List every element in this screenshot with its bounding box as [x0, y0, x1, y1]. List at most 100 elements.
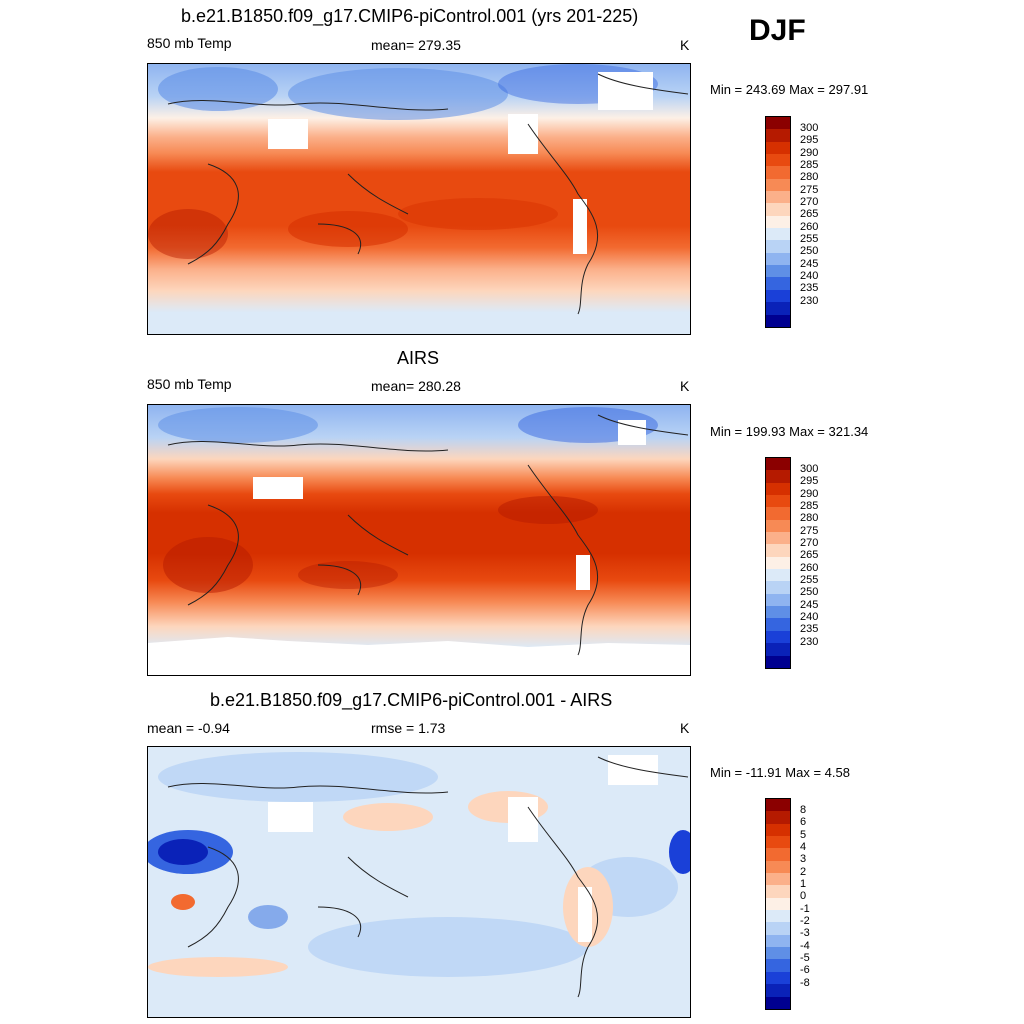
- panel-1-colorbar: [765, 116, 791, 328]
- colorbar-box: [766, 971, 790, 985]
- panel-1-map-plot: [148, 64, 690, 334]
- cb1-tick: 250: [800, 245, 819, 258]
- cb1-tick: 235: [800, 282, 819, 295]
- colorbar-box: [766, 507, 790, 520]
- colorbar-box: [766, 897, 790, 911]
- colorbar-box: [766, 277, 790, 290]
- cb1-tick: 245: [800, 257, 819, 270]
- cb1-tick: 265: [800, 208, 819, 221]
- colorbar-box: [766, 799, 790, 812]
- colorbar-box: [766, 556, 790, 570]
- colorbar-box: [766, 593, 790, 607]
- cb3-tick: 0: [800, 890, 807, 903]
- colorbar-box: [766, 129, 790, 142]
- cb3-tick: 5: [800, 828, 807, 841]
- colorbar-box: [766, 996, 790, 1009]
- panel-2-colorbar: [765, 457, 791, 669]
- cb1-tick: 295: [800, 134, 819, 147]
- cb1-tick: 230: [800, 294, 819, 307]
- cb1-tick: 280: [800, 171, 819, 184]
- colorbar-box: [766, 984, 790, 997]
- panel-1-mean-label: mean= 279.35: [371, 37, 461, 53]
- colorbar-box: [766, 289, 790, 303]
- panel-1-minmax: Min = 243.69 Max = 297.91: [710, 82, 869, 97]
- cb3-tick: -5: [800, 952, 810, 965]
- cb3-tick: -6: [800, 964, 810, 977]
- colorbar-box: [766, 823, 790, 837]
- panel-3-title: b.e21.B1850.f09_g17.CMIP6-piControl.001 …: [210, 690, 613, 710]
- colorbar-box: [766, 191, 790, 204]
- cb1-tick: 285: [800, 158, 819, 171]
- colorbar-box: [766, 532, 790, 545]
- cb1-tick: 290: [800, 146, 819, 159]
- cb2-tick: 245: [800, 598, 819, 611]
- colorbar-box: [766, 117, 790, 130]
- cb2-tick: 250: [800, 586, 819, 599]
- panel-2-minmax: Min = 199.93 Max = 321.34: [710, 424, 869, 439]
- cb2-tick: 270: [800, 536, 819, 549]
- cb2-tick: 240: [800, 611, 819, 624]
- panel-2-colorbar-boxes: [766, 458, 790, 668]
- colorbar-box: [766, 922, 790, 935]
- cb3-tick: 1: [800, 877, 807, 890]
- season-label: DJF: [749, 14, 806, 47]
- colorbar-box: [766, 860, 790, 874]
- cb3-tick: 2: [800, 865, 807, 878]
- cb3-tick: 8: [800, 803, 807, 816]
- panel-2-title: AIRS: [397, 348, 440, 368]
- cb2-tick: 290: [800, 487, 819, 500]
- panel-3-minmax: Min = -11.91 Max = 4.58: [710, 765, 850, 780]
- cb2-tick: 235: [800, 623, 819, 636]
- cb2-tick: 255: [800, 574, 819, 587]
- colorbar-box: [766, 643, 790, 656]
- colorbar-box: [766, 302, 790, 315]
- colorbar-box: [766, 154, 790, 167]
- cb2-tick: 275: [800, 524, 819, 537]
- panel-1-colorbar-boxes: [766, 117, 790, 327]
- panel-2-map-plot: [148, 405, 690, 675]
- cb1-tick: 255: [800, 233, 819, 246]
- colorbar-box: [766, 252, 790, 266]
- panel-2-mean-label: mean= 280.28: [371, 378, 461, 394]
- colorbar-box: [766, 265, 790, 278]
- colorbar-box: [766, 836, 790, 849]
- colorbar-box: [766, 655, 790, 668]
- panel-3-colorbar: [765, 798, 791, 1010]
- cb3-tick: 3: [800, 853, 807, 866]
- colorbar-box: [766, 618, 790, 631]
- panel-3-colorbar-boxes: [766, 799, 790, 1009]
- colorbar-box: [766, 178, 790, 192]
- colorbar-box: [766, 910, 790, 923]
- colorbar-box: [766, 581, 790, 594]
- cb2-tick: 285: [800, 499, 819, 512]
- colorbar-box: [766, 873, 790, 886]
- cb2-tick: 280: [800, 512, 819, 525]
- panel-3-rmse-label: rmse = 1.73: [371, 720, 446, 736]
- cb3-tick: -3: [800, 927, 810, 940]
- cb2-tick: 260: [800, 561, 819, 574]
- colorbar-box: [766, 811, 790, 824]
- colorbar-box: [766, 544, 790, 557]
- panel-2-left-label: 850 mb Temp: [147, 376, 232, 392]
- colorbar-box: [766, 947, 790, 960]
- cb3-tick: -4: [800, 939, 810, 952]
- cb3-tick: 6: [800, 816, 807, 829]
- colorbar-box: [766, 848, 790, 861]
- panel-1-map: [147, 63, 691, 335]
- panel-1-left-label: 850 mb Temp: [147, 35, 232, 51]
- colorbar-box: [766, 959, 790, 972]
- colorbar-box: [766, 470, 790, 483]
- colorbar-box: [766, 215, 790, 229]
- colorbar-box: [766, 203, 790, 216]
- colorbar-box: [766, 495, 790, 508]
- panel-1-units: K: [680, 37, 690, 53]
- colorbar-box: [766, 228, 790, 241]
- panel-2-map: [147, 404, 691, 676]
- cb1-tick: 240: [800, 270, 819, 283]
- cb1-tick: 270: [800, 195, 819, 208]
- colorbar-box: [766, 141, 790, 155]
- colorbar-box: [766, 885, 790, 898]
- cb3-tick: -1: [800, 902, 810, 915]
- cb2-tick: 295: [800, 475, 819, 488]
- colorbar-box: [766, 166, 790, 179]
